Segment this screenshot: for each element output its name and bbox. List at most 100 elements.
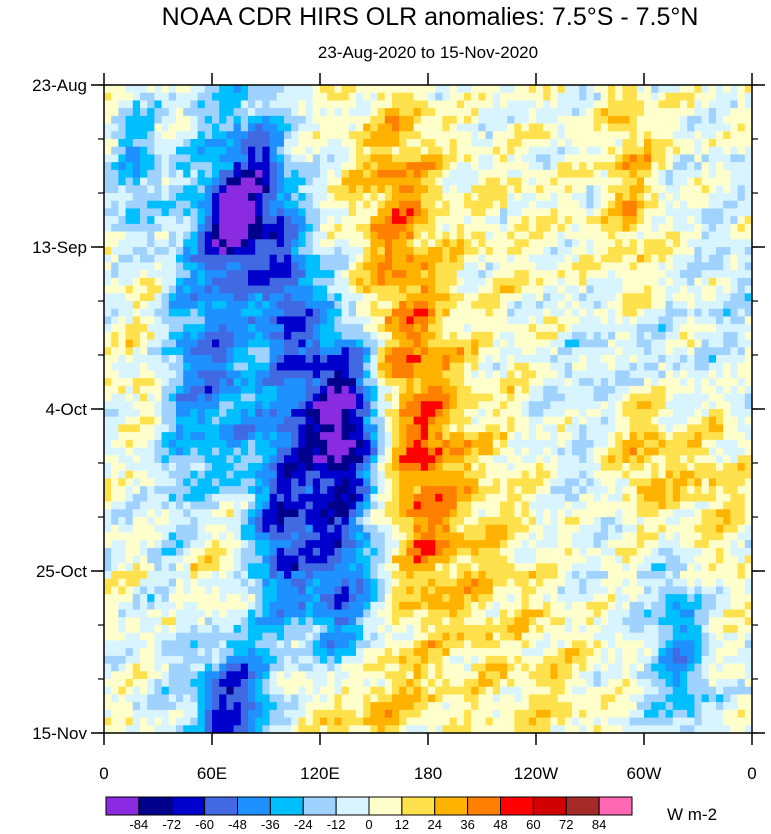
field-cell bbox=[435, 663, 443, 672]
field-cell bbox=[219, 432, 227, 441]
field-cell bbox=[334, 517, 343, 526]
field-cell bbox=[399, 524, 407, 534]
field-cell bbox=[442, 223, 451, 233]
field-cell bbox=[269, 409, 278, 418]
field-cell bbox=[305, 401, 314, 410]
field-cell bbox=[442, 277, 451, 287]
field-cell bbox=[341, 463, 350, 472]
field-cell bbox=[456, 293, 465, 302]
field-cell bbox=[262, 686, 271, 696]
field-cell bbox=[298, 493, 307, 503]
field-cell bbox=[384, 517, 393, 526]
field-cell bbox=[370, 301, 379, 310]
field-cell bbox=[456, 370, 465, 379]
field-cell bbox=[406, 139, 415, 148]
field-cell bbox=[341, 239, 350, 248]
field-cell bbox=[104, 655, 112, 665]
field-cell bbox=[233, 424, 242, 433]
field-cell bbox=[384, 277, 393, 287]
field-cell bbox=[226, 532, 235, 541]
field-cell bbox=[399, 694, 407, 703]
field-cell bbox=[190, 409, 199, 418]
field-cell bbox=[183, 378, 191, 387]
field-cell bbox=[204, 725, 213, 733]
field-cell bbox=[226, 378, 235, 387]
field-cell bbox=[312, 92, 321, 102]
field-cell bbox=[125, 501, 134, 510]
field-cell bbox=[269, 540, 278, 549]
field-cell bbox=[147, 594, 155, 603]
field-cell bbox=[312, 671, 321, 680]
field-cell bbox=[399, 416, 407, 426]
field-cell bbox=[161, 270, 170, 279]
field-cell bbox=[176, 655, 184, 665]
field-cell bbox=[161, 262, 170, 271]
field-cell bbox=[111, 617, 119, 626]
field-cell bbox=[269, 702, 278, 711]
field-cell bbox=[147, 301, 155, 310]
field-cell bbox=[406, 455, 415, 464]
field-cell bbox=[485, 247, 494, 256]
field-cell bbox=[219, 524, 227, 534]
field-cell bbox=[111, 717, 119, 726]
field-cell bbox=[341, 247, 350, 256]
field-cell bbox=[197, 316, 206, 325]
field-cell bbox=[449, 709, 458, 719]
field-cell bbox=[161, 231, 170, 240]
field-cell bbox=[348, 517, 357, 526]
field-cell bbox=[204, 100, 213, 109]
field-cell bbox=[456, 385, 465, 395]
field-cell bbox=[111, 146, 119, 156]
field-cell bbox=[183, 131, 191, 140]
field-cell bbox=[478, 486, 487, 495]
field-cell bbox=[305, 555, 314, 564]
field-cell bbox=[132, 409, 141, 418]
field-cell bbox=[341, 139, 350, 148]
field-cell bbox=[471, 409, 479, 418]
field-cell bbox=[305, 347, 314, 356]
field-cell bbox=[334, 131, 343, 140]
field-cell bbox=[348, 324, 357, 333]
field-cell bbox=[428, 524, 436, 534]
field-cell bbox=[348, 617, 357, 626]
field-cell bbox=[219, 555, 227, 564]
field-cell bbox=[341, 324, 350, 333]
field-cell bbox=[125, 571, 134, 580]
field-cell bbox=[190, 702, 199, 711]
field-cell bbox=[132, 725, 141, 733]
field-cell bbox=[140, 385, 148, 395]
field-cell bbox=[140, 339, 148, 348]
field-cell bbox=[464, 301, 472, 310]
field-cell bbox=[456, 339, 465, 348]
field-cell bbox=[104, 609, 112, 618]
field-cell bbox=[420, 308, 429, 318]
field-cell bbox=[255, 154, 263, 163]
field-cell bbox=[420, 254, 429, 264]
field-cell bbox=[140, 447, 148, 456]
field-cell bbox=[442, 100, 451, 109]
field-cell bbox=[276, 586, 285, 595]
field-cell bbox=[413, 401, 422, 410]
field-cell bbox=[226, 632, 235, 642]
field-cell bbox=[485, 239, 494, 248]
field-cell bbox=[190, 393, 199, 402]
field-cell bbox=[118, 493, 127, 503]
field-cell bbox=[485, 347, 494, 356]
field-cell bbox=[464, 169, 472, 179]
field-cell bbox=[377, 663, 386, 672]
field-cell bbox=[305, 540, 314, 549]
field-cell bbox=[190, 663, 199, 672]
field-cell bbox=[212, 694, 220, 703]
field-cell bbox=[248, 277, 256, 287]
field-cell bbox=[262, 493, 271, 503]
field-cell bbox=[485, 216, 494, 225]
field-cell bbox=[125, 169, 134, 179]
field-cell bbox=[168, 555, 177, 564]
field-cell bbox=[255, 270, 263, 279]
field-cell bbox=[492, 231, 501, 240]
field-cell bbox=[464, 131, 472, 140]
field-cell bbox=[190, 524, 199, 534]
field-cell bbox=[291, 370, 299, 379]
field-cell bbox=[327, 571, 335, 580]
field-cell bbox=[226, 439, 235, 449]
